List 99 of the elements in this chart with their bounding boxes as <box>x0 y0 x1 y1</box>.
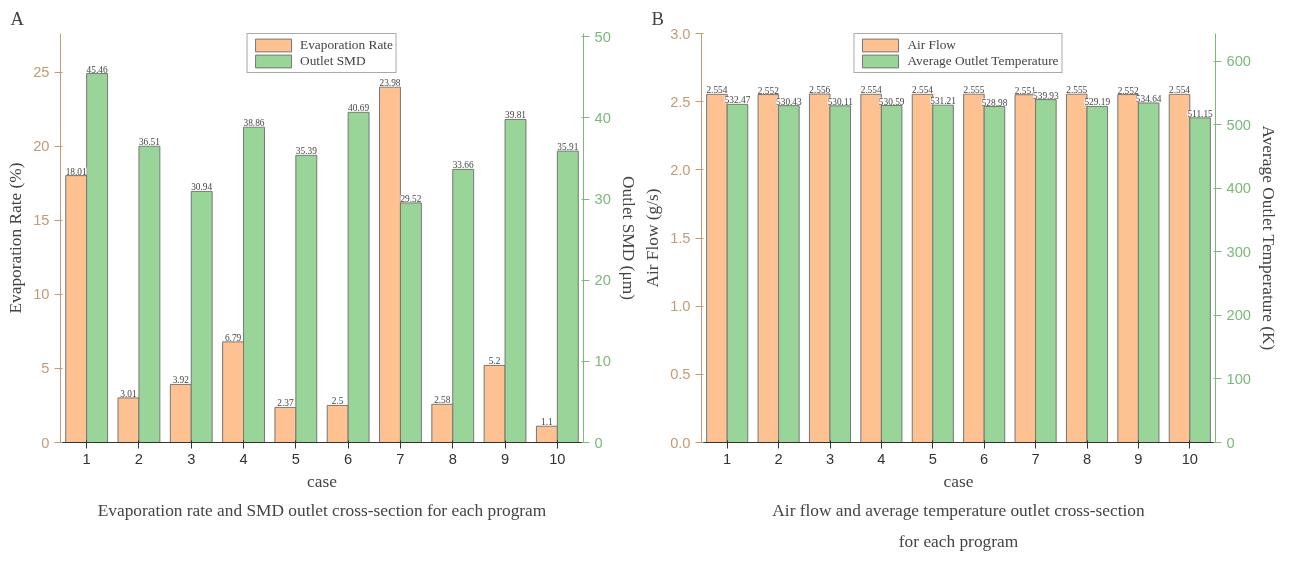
data-label: 39.81 <box>505 110 527 121</box>
y-tick-label: 0 <box>41 434 50 451</box>
y-axis-title: Air Flow (g/s) <box>643 188 663 288</box>
data-label: 2.554 <box>706 85 728 96</box>
data-label: 33.66 <box>452 160 475 171</box>
y-tick-label: 5 <box>41 360 50 377</box>
data-label: 2.37 <box>277 398 294 409</box>
x-tick-label: 7 <box>1031 450 1040 467</box>
data-label: 2.5 <box>331 396 344 407</box>
x-tick-label: 3 <box>825 450 835 467</box>
data-label: 3.92 <box>172 375 190 386</box>
data-label: 5.2 <box>488 356 501 367</box>
data-label: 531.21 <box>930 96 957 107</box>
x-tick-label: 5 <box>928 450 937 467</box>
y-tick-label: 2.5 <box>670 93 691 110</box>
data-label: 36.51 <box>138 137 161 148</box>
data-label: 1.1 <box>541 417 554 428</box>
y-tick-label: 1.5 <box>670 230 691 246</box>
data-label: 3.01 <box>120 388 137 399</box>
x-tick-label: 6 <box>980 450 989 467</box>
y2-tick-label: 20 <box>594 272 611 289</box>
data-label: 29.52 <box>400 193 422 204</box>
x-tick-label: 8 <box>1082 450 1092 467</box>
data-label: 530.43 <box>776 96 803 107</box>
y-tick-label: 0.5 <box>670 366 691 383</box>
x-tick-label: 2 <box>134 450 144 467</box>
x-tick-label: 8 <box>448 450 457 467</box>
chart-title: B <box>651 7 664 29</box>
y2-tick-label: 10 <box>594 353 611 370</box>
data-label: 2.552 <box>757 85 780 96</box>
x-tick-label: 7 <box>396 450 405 467</box>
y-tick-label: 1.0 <box>670 298 691 315</box>
chart-title: A <box>10 7 25 29</box>
y2-tick-label: 30 <box>594 191 611 208</box>
data-label: 38.86 <box>243 118 265 129</box>
y-tick-label: 15 <box>33 212 50 229</box>
y2-tick-label: 600 <box>1226 53 1251 70</box>
text: Air flow and average temperature outlet cross-section for each program <box>772 500 1146 551</box>
x-axis-title: case <box>307 471 338 491</box>
data-label: 45.46 <box>86 64 108 75</box>
data-label: 2.554 <box>912 85 934 96</box>
y-tick-label: 25 <box>33 64 50 81</box>
y-tick-label: 20 <box>33 138 50 155</box>
y2-tick-label: 0 <box>594 434 603 451</box>
x-tick-label: 9 <box>1134 450 1143 467</box>
x-tick-label: 9 <box>500 450 510 467</box>
y-axis-title: Evaporation Rate (%) <box>6 162 26 314</box>
y2-tick-label: 50 <box>594 28 611 45</box>
data-label: 528.98 <box>981 97 1008 108</box>
data-label: 18.01 <box>65 166 88 177</box>
x-tick-label: 3 <box>187 450 196 467</box>
legend-label: Average Outlet Temperature <box>907 53 1059 69</box>
data-label: 2.554 <box>860 85 882 96</box>
data-label: 2.554 <box>1169 85 1191 96</box>
x-tick-label: 2 <box>774 450 783 467</box>
x-tick-label: 1 <box>82 450 91 467</box>
data-label: 2.555 <box>1066 85 1088 96</box>
y2-tick-label: 0 <box>1226 434 1235 451</box>
y-tick-label: 10 <box>33 286 50 303</box>
y2-tick-label: 300 <box>1226 243 1251 260</box>
y2-tick-label: 400 <box>1226 180 1251 197</box>
data-label: 30.94 <box>191 182 213 193</box>
legend-label: Outlet SMD <box>300 53 366 69</box>
legend-label: Evaporation Rate <box>300 37 393 53</box>
x-tick-label: 1 <box>723 450 732 467</box>
data-label: 511.15 <box>1187 108 1214 119</box>
y2-tick-label: 200 <box>1226 307 1251 324</box>
y-tick-label: 2.0 <box>670 161 691 178</box>
data-label: 35.91 <box>557 142 579 153</box>
x-tick-label: 5 <box>291 450 300 467</box>
x-tick-label: 4 <box>877 450 886 467</box>
x-tick-label: 4 <box>239 450 248 467</box>
data-label: 532.47 <box>724 95 751 106</box>
x-tick-label: 10 <box>549 450 566 467</box>
legend-label: Air Flow <box>907 37 956 53</box>
y2-tick-label: 100 <box>1226 370 1251 387</box>
y2-axis-title: Outlet SMD (μm) <box>618 176 638 301</box>
x-axis-title: case <box>943 471 974 491</box>
data-label: 2.555 <box>963 85 985 96</box>
data-label: 2.58 <box>434 395 451 406</box>
text: Evaporation rate and SMD outlet cross-section for each program <box>97 500 547 520</box>
data-label: 2.556 <box>809 85 831 96</box>
data-label: 539.93 <box>1033 90 1060 101</box>
x-tick-label: 10 <box>1181 450 1198 467</box>
data-label: 530.59 <box>878 96 905 107</box>
data-label: 40.69 <box>348 103 370 114</box>
data-label: 35.39 <box>295 146 318 157</box>
y2-tick-label: 500 <box>1226 116 1251 133</box>
data-label: 530.11 <box>827 96 854 107</box>
data-label: 529.19 <box>1084 97 1111 108</box>
data-label: 6.79 <box>224 332 242 343</box>
y2-tick-label: 40 <box>594 109 611 126</box>
data-label: 2.552 <box>1117 85 1139 96</box>
x-tick-label: 6 <box>344 450 353 467</box>
data-label: 23.98 <box>379 78 401 89</box>
y2-axis-title: Average Outlet Temperature (K) <box>1258 125 1278 351</box>
y-tick-label: 0.0 <box>670 434 691 451</box>
y-tick-label: 3.0 <box>670 25 691 42</box>
data-label: 534.64 <box>1135 93 1162 104</box>
